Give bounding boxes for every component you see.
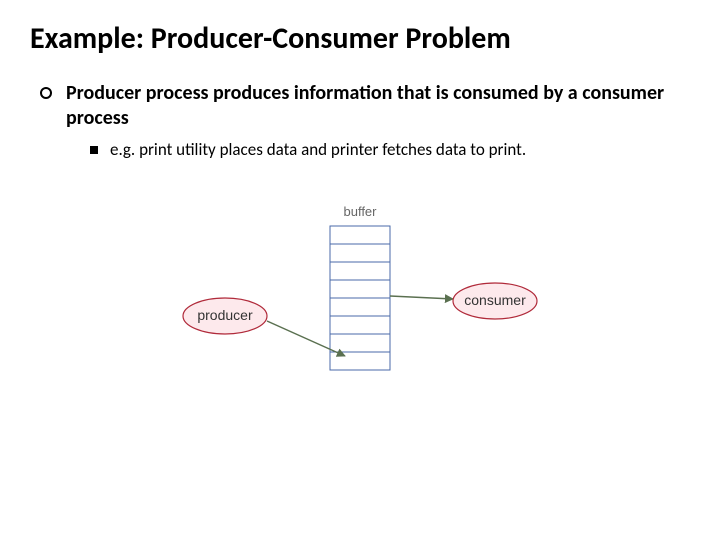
sub-bullet-row: e.g. print utility places data and print… [90, 139, 690, 160]
bullet-circle-icon [40, 87, 52, 99]
svg-text:producer: producer [197, 307, 253, 323]
producer-consumer-diagram: producer buffer consumer [150, 196, 570, 396]
svg-text:consumer: consumer [464, 292, 526, 308]
bullet-square-icon [90, 146, 98, 154]
svg-text:buffer: buffer [343, 204, 377, 219]
bullet-main-row: Producer process produces information th… [40, 81, 690, 131]
sub-bullet-text: e.g. print utility places data and print… [110, 139, 526, 160]
bullet-main-text: Producer process produces information th… [66, 81, 690, 131]
diagram-container: producer buffer consumer [30, 196, 690, 396]
slide-title: Example: Producer-Consumer Problem [30, 20, 690, 57]
